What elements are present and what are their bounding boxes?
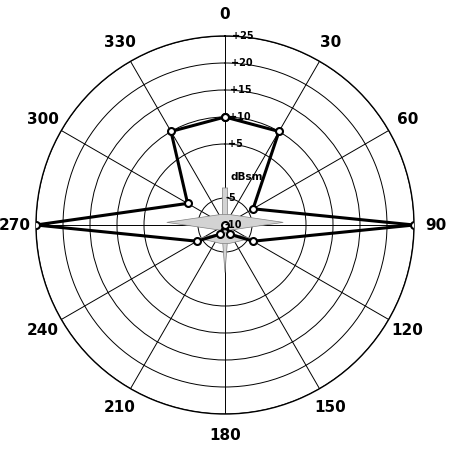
Text: +25: +25 — [232, 31, 253, 41]
Polygon shape — [198, 233, 252, 243]
Polygon shape — [222, 188, 228, 273]
Text: +15: +15 — [230, 85, 252, 95]
Text: +5: +5 — [228, 139, 243, 149]
Text: +20: +20 — [231, 58, 252, 68]
Text: +10: +10 — [229, 112, 250, 122]
Polygon shape — [167, 214, 283, 230]
Text: -5: -5 — [226, 193, 237, 203]
Text: -10: -10 — [225, 220, 243, 230]
Text: dBsm: dBsm — [231, 172, 263, 182]
